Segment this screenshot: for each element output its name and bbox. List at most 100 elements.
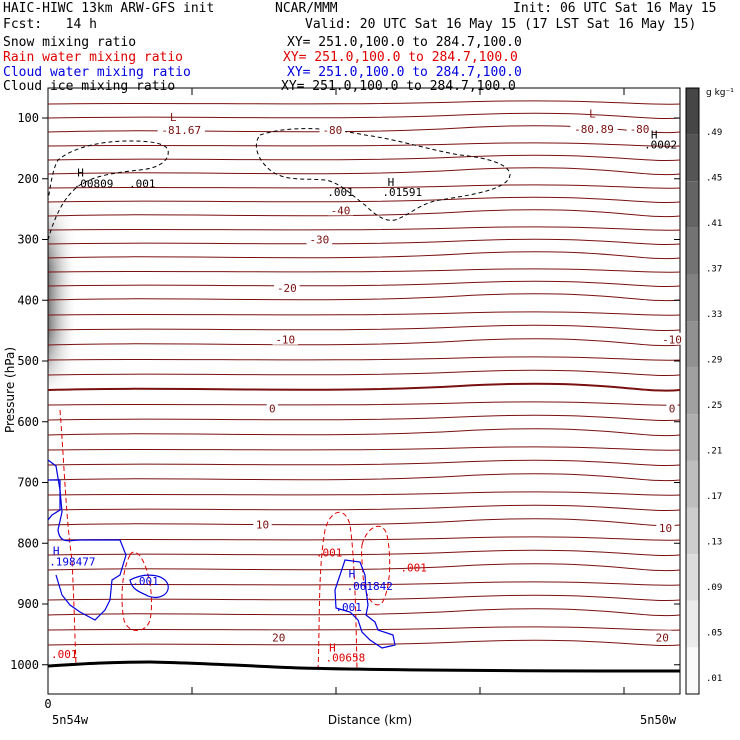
x-axis: 0 [44, 88, 625, 711]
temperature-isotherm [48, 154, 680, 161]
temperature-label-bg [327, 203, 354, 216]
temperature-isotherm [48, 401, 680, 406]
temperature-label: -10 [662, 334, 682, 347]
temperature-label: 0 [669, 402, 676, 415]
colorbar-level: .21 [706, 447, 722, 457]
field-name-cloudice: Cloud ice mixing ratio [3, 79, 176, 94]
field-name-rain: Rain water mixing ratio [3, 50, 184, 65]
x-tick-label: 0 [44, 697, 51, 711]
temperature-label: -20 [277, 282, 297, 295]
temperature-isotherm [48, 491, 680, 496]
rain-water-contours [59, 409, 391, 671]
temperature-label: -80 [630, 123, 650, 136]
temperature-isotherm [48, 280, 680, 287]
temperature-isotherm [48, 324, 680, 331]
y-tick-label: 400 [17, 293, 39, 307]
snow-shading [48, 200, 78, 390]
temperature-isotherm [48, 238, 680, 245]
extrema-label: .001 [400, 562, 427, 575]
rain-contour-left [59, 409, 77, 666]
colorbar-swatch [686, 507, 699, 555]
temperature-label: -30 [309, 234, 329, 247]
temperature-isotherm [48, 473, 680, 482]
temperature-isotherm [48, 428, 680, 437]
colorbar-swatch [686, 367, 699, 415]
colorbar-frame [685, 87, 700, 695]
colorbar-unit: g kg⁻¹ [706, 88, 734, 98]
extrema-label: H [329, 642, 336, 655]
header-org: NCAR/MMM [275, 1, 338, 16]
temperature-isotherm [48, 226, 680, 231]
rain-contour-center-a [317, 512, 358, 671]
temperature-label: 20 [656, 631, 669, 644]
colorbar-level: .49 [706, 128, 722, 138]
temperature-isotherm [48, 356, 680, 361]
extrema-label: H [77, 167, 84, 180]
field-xy-rain: XY= 251.0,100.0 to 284.7,100.0 [283, 50, 518, 65]
temperature-isotherm [48, 639, 680, 646]
header-title: HAIC-HIWC 13km ARW-GFS init [3, 1, 215, 16]
temperature-isotherm [48, 167, 680, 176]
temperature-label-bg [269, 630, 288, 643]
temperature-label-bg [157, 123, 205, 136]
extrema-label: L [170, 111, 177, 124]
temperature-isotherm [48, 459, 680, 466]
y-tick-label: 800 [17, 536, 39, 550]
temperature-label: 10 [256, 518, 269, 531]
temperature-isotherm [48, 504, 680, 511]
extrema-label: .198477 [49, 555, 95, 568]
temperature-label-bg [659, 332, 685, 345]
temperature-label: -80.89 [574, 123, 614, 136]
extrema-label: .00809 [74, 178, 114, 191]
colorbar-level: .13 [706, 538, 722, 548]
colorbar-level: .17 [706, 492, 722, 502]
extrema-label: .061842 [347, 580, 393, 593]
field-xy-snow: XY= 251.0,100.0 to 284.7,100.0 [287, 35, 522, 50]
colorbar-swatch [686, 460, 699, 508]
colorbar-level: .05 [706, 629, 722, 639]
field-xy-cloudice: XY= 251.0,100.0 to 284.7,100.0 [281, 79, 516, 94]
extrema-label: .01591 [382, 186, 422, 199]
extrema-label: .00658 [326, 651, 366, 664]
field-name-cloudwater: Cloud water mixing ratio [3, 65, 191, 80]
temperature-isotherm [48, 293, 680, 302]
y-tick-label: 200 [17, 172, 39, 186]
temperature-isotherm [48, 382, 680, 392]
temperature-isotherm [48, 594, 680, 601]
temperature-isotherm [48, 626, 680, 631]
temperature-isotherm [48, 112, 680, 119]
temperature-isotherm [48, 581, 680, 586]
cloud-water-contour-small [129, 574, 169, 598]
colorbar-swatch [686, 600, 699, 648]
contour-labels: -81.67 -80 -80.89 -80 -40 -30 -20 -10 -10 0 0 10 10 2… [49, 108, 685, 664]
colorbar-level: .37 [706, 265, 722, 275]
temperature-isotherm [48, 209, 680, 218]
extrema-label: .001 [327, 186, 354, 199]
y-tick-label: 900 [17, 597, 39, 611]
y-tick-label: 1000 [10, 658, 39, 672]
temperature-isotherm [48, 100, 680, 105]
temperature-isotherm [48, 268, 680, 273]
cloud-water-contours [48, 459, 396, 649]
y-tick-label: 300 [17, 233, 39, 247]
extrema-label: L [589, 108, 596, 121]
cloud-water-contour-center [334, 559, 396, 649]
rain-contour-mid-left [121, 551, 153, 631]
temperature-label-bg [666, 401, 678, 414]
temperature-isotherm [48, 518, 680, 527]
temperature-label-bg [656, 521, 675, 534]
extrema-label: .001 [129, 178, 156, 191]
temperature-isotherm [48, 414, 680, 421]
temperature-isotherm [48, 549, 680, 556]
colorbar-swatch [686, 227, 699, 275]
temperature-label-bg [570, 121, 618, 134]
cloud-ice-contour-left [48, 140, 169, 241]
colorbar-swatch [686, 554, 699, 601]
extrema-label: .001 [51, 648, 78, 661]
temperature-isotherm [48, 196, 680, 203]
extrema-label: H [349, 568, 356, 581]
header-fcst: Fcst: 14 h [3, 17, 97, 32]
extrema-label: H [651, 128, 658, 141]
